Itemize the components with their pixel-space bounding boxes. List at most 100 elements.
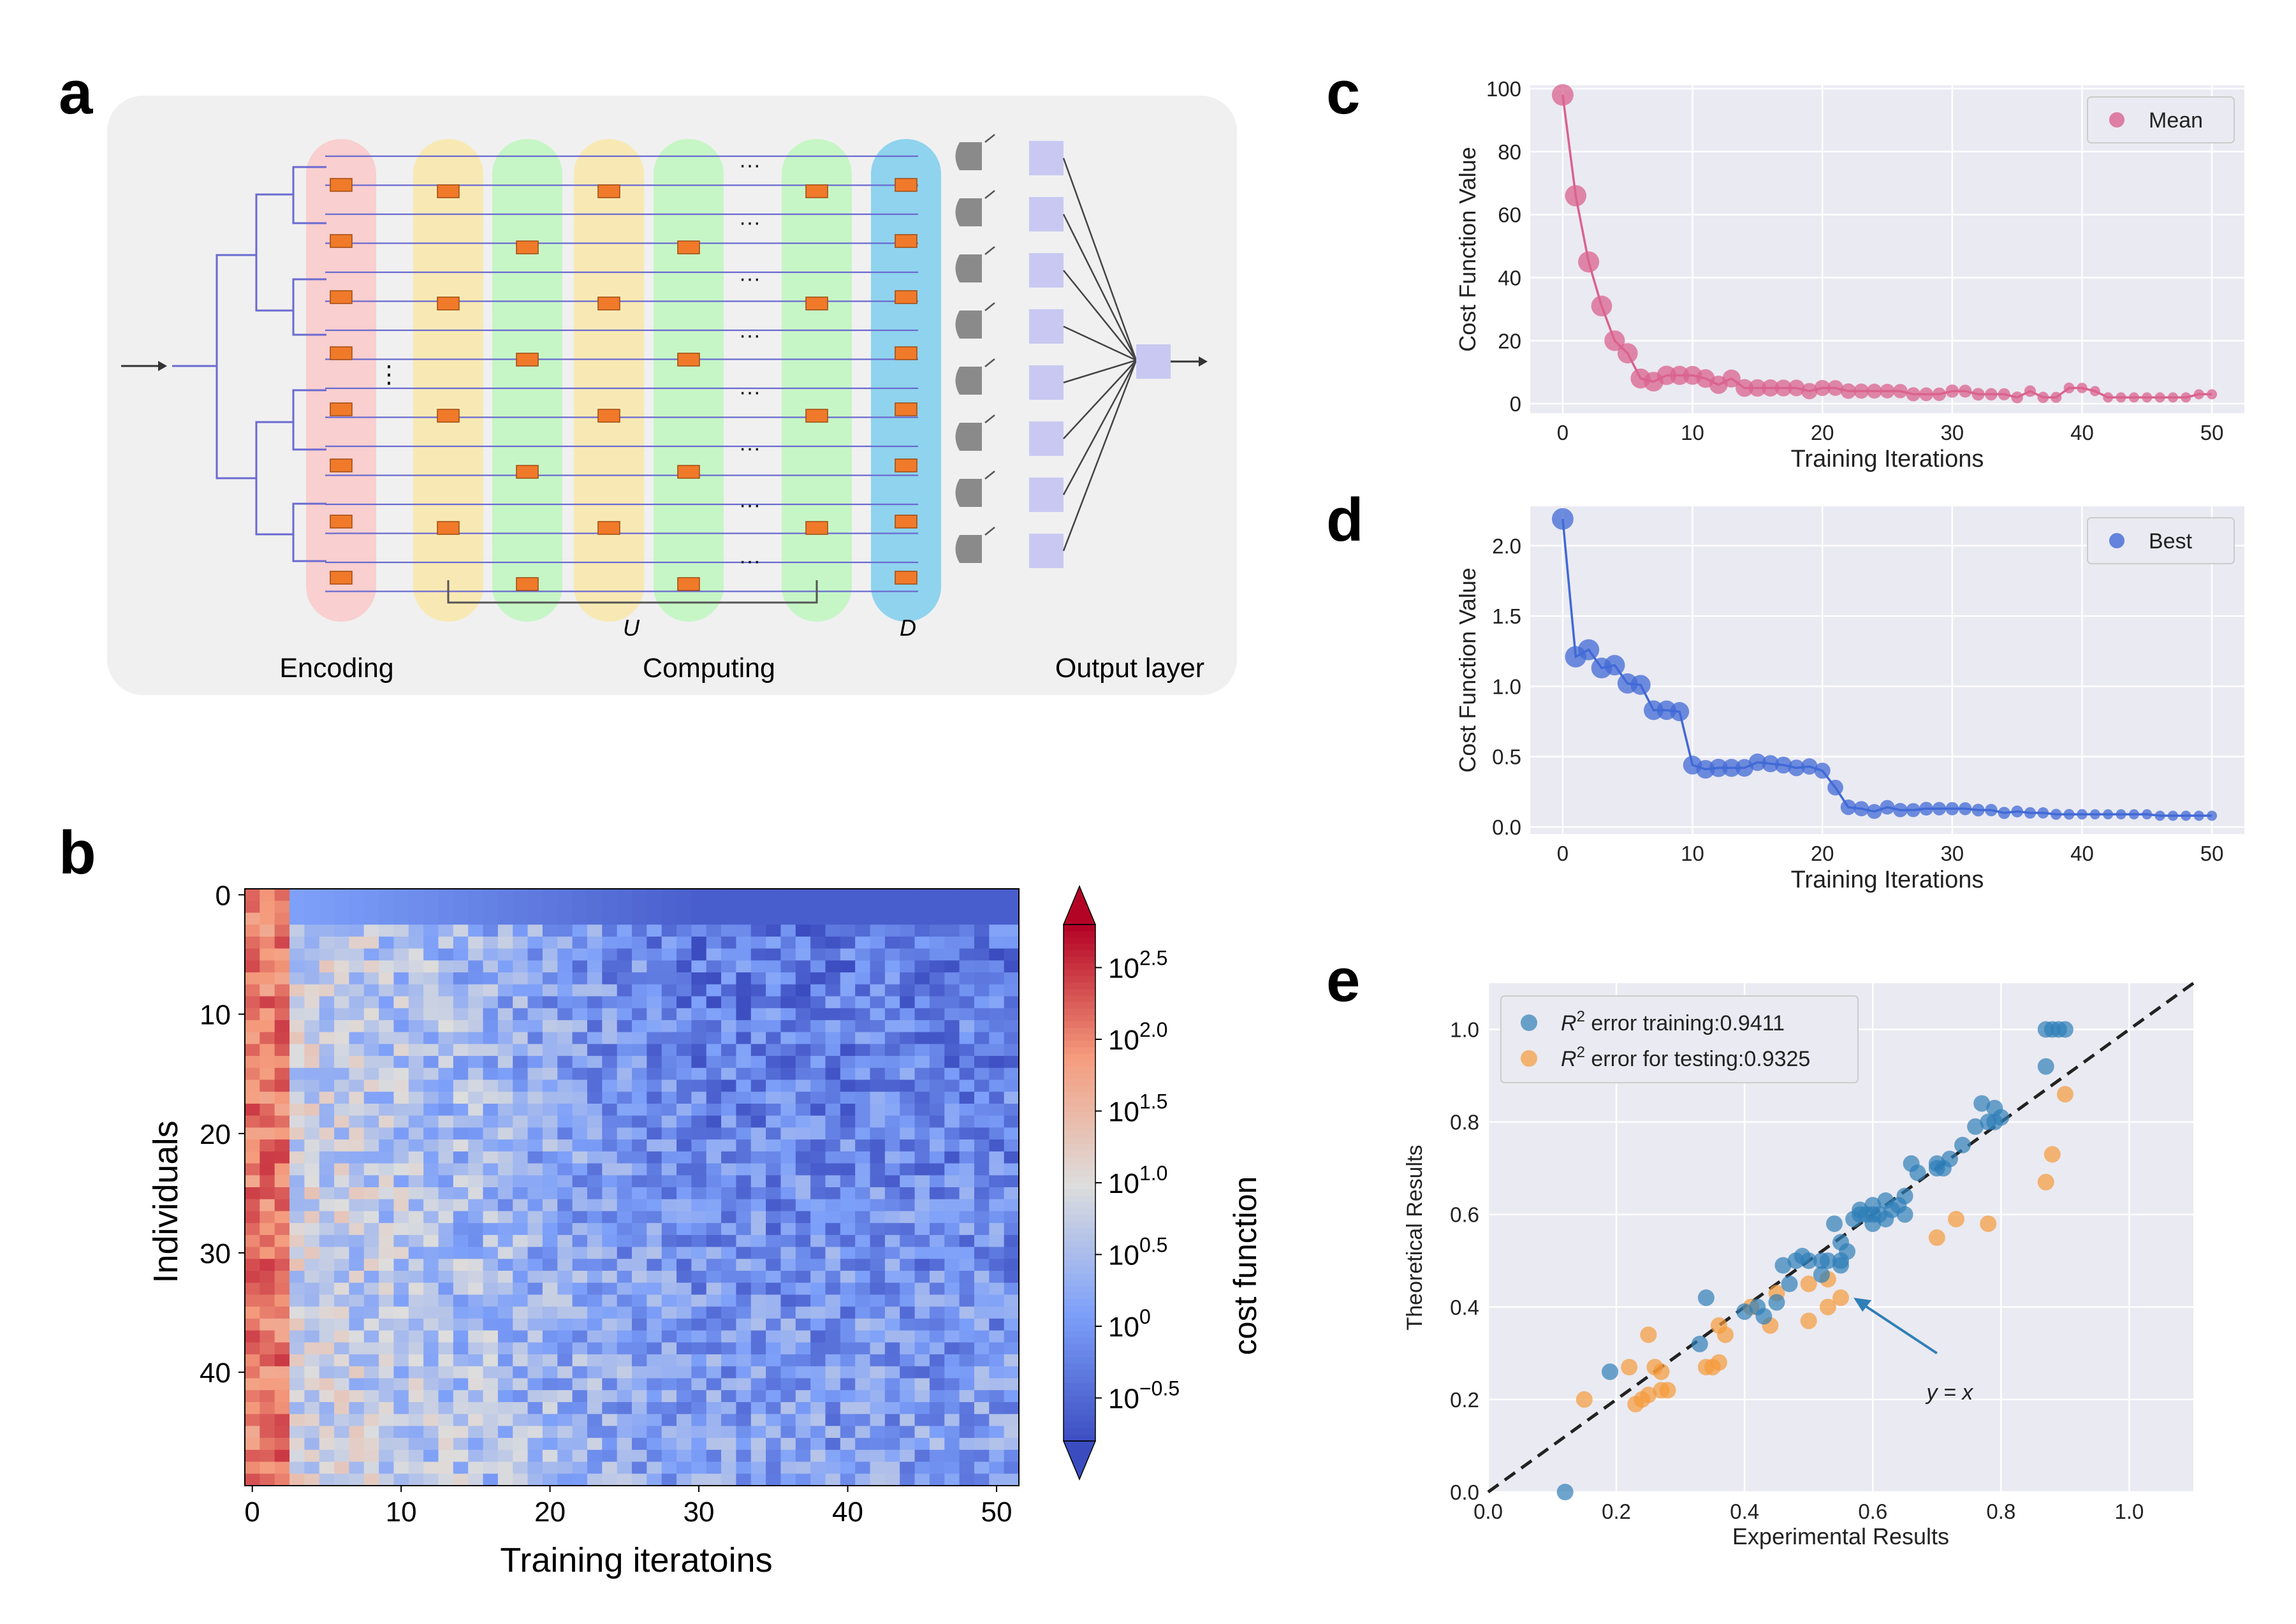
heatmap-cell	[780, 948, 796, 961]
heatmap-cell	[617, 1461, 632, 1474]
heatmap-cell	[497, 1151, 513, 1164]
heatmap-cell	[900, 1151, 916, 1164]
heatmap-cell	[557, 1318, 573, 1331]
output-connection	[1063, 360, 1137, 439]
heatmap-cell	[274, 1234, 290, 1248]
heatmap-cell	[989, 1330, 1005, 1343]
heatmap-cell	[617, 1103, 632, 1116]
heatmap-cell	[274, 1044, 290, 1057]
heatmap-cell	[944, 936, 960, 949]
heatmap-cell	[855, 1056, 871, 1069]
scatter-chart: 0.0 0.2 0.4 0.6 0.8 1.00.00.20.40.60.81.0y = …	[1403, 981, 2195, 1549]
heatmap-cell	[334, 1401, 350, 1415]
testing-point	[1717, 1326, 1734, 1343]
heatmap-cell	[304, 1092, 320, 1104]
legend-marker	[2109, 112, 2124, 128]
data-point	[1748, 753, 1767, 772]
heatmap-cell	[914, 1175, 930, 1188]
heatmap-cell	[557, 912, 573, 925]
heatmap-cell	[393, 1390, 409, 1403]
heatmap-cell	[363, 900, 379, 914]
heatmap-cell	[900, 1474, 916, 1486]
heatmap-cell	[632, 1151, 647, 1164]
heatmap-cell	[840, 1318, 856, 1331]
heatmap-cell	[721, 1234, 737, 1248]
heatmap-cell	[274, 1187, 290, 1200]
heatmap-cell	[855, 912, 871, 925]
heatmap-cell	[334, 948, 350, 961]
heatmap-cell	[676, 900, 692, 914]
heatmap-cell	[914, 900, 930, 914]
heatmap-cell	[497, 1449, 513, 1463]
heatmap-cell	[542, 1330, 558, 1343]
x-tick-label: 20	[1811, 842, 1834, 865]
heatmap-cell	[587, 1474, 603, 1486]
heatmap-cell	[483, 1449, 499, 1463]
training-point	[1602, 1363, 1619, 1380]
heatmap-cell	[870, 912, 886, 925]
training-point	[1877, 1192, 1894, 1209]
heatmap-cell	[1004, 1449, 1020, 1463]
heatmap-cell	[855, 1271, 871, 1284]
heatmap-cell	[647, 889, 662, 902]
heatmap-cell	[900, 1211, 916, 1224]
heatmap-cell	[423, 1103, 439, 1116]
heatmap-cell	[884, 1426, 900, 1438]
heatmap-cell	[453, 900, 469, 914]
heatmap-cell	[974, 1294, 990, 1307]
heatmap-cell	[572, 972, 588, 985]
heatmap-cell	[914, 1163, 930, 1176]
colorbar-bottom-extension	[1062, 1440, 1097, 1481]
data-point	[1906, 387, 1920, 402]
heatmap-cell	[274, 1199, 290, 1212]
colorbar-segment	[1064, 1318, 1095, 1326]
x-tick-label: 10	[386, 1496, 417, 1528]
heatmap-cell	[304, 1127, 320, 1140]
heatmap-cell	[557, 1199, 573, 1212]
heatmap-cell	[304, 1378, 320, 1391]
photonic-circuit-diagram: ························⋮ U D Encoding C…	[107, 96, 1237, 695]
heatmap-cell	[632, 1115, 647, 1128]
heatmap-cell	[349, 1044, 365, 1057]
heatmap-cell	[989, 960, 1005, 973]
heatmap-cell	[840, 1067, 856, 1081]
heatmap-cell	[810, 1151, 826, 1164]
heatmap-cell	[602, 1426, 618, 1438]
splitter-3	[287, 166, 326, 224]
heatmap-cell	[587, 900, 603, 914]
heatmap-cell	[527, 1092, 543, 1104]
heatmap-cell	[750, 1247, 766, 1259]
heatmap-cell	[795, 1056, 811, 1069]
heatmap-cell	[914, 1354, 930, 1367]
heatmap-cell	[974, 1008, 990, 1021]
data-point	[1854, 383, 1869, 399]
heatmap-cell	[349, 1342, 365, 1355]
heatmap-cell	[825, 1342, 841, 1355]
heatmap-cell	[513, 1139, 529, 1152]
heatmap-cell	[393, 1271, 409, 1284]
heatmap-cell	[647, 1461, 662, 1474]
unitary-bracket	[447, 580, 818, 604]
heatmap-cell	[691, 1103, 707, 1116]
heatmap-cell	[349, 912, 365, 925]
x-tick-label: 20	[534, 1496, 566, 1528]
data-point	[1919, 387, 1933, 402]
heatmap-cell	[617, 1032, 632, 1044]
heatmap-cell	[1004, 1234, 1020, 1248]
heatmap-cell	[1004, 1474, 1020, 1486]
heatmap-cell	[914, 1139, 930, 1152]
heatmap-cell	[497, 889, 513, 902]
heatmap-cell	[304, 1234, 320, 1248]
heatmap-cell	[468, 1461, 484, 1474]
heatmap-cell	[676, 889, 692, 902]
detector-icon	[955, 198, 982, 226]
heatmap-cell	[289, 1199, 305, 1212]
heatmap-cell	[587, 1354, 603, 1367]
heatmap-cell	[632, 1366, 647, 1379]
heatmap-cell	[661, 1044, 677, 1057]
heatmap-cell	[1004, 1032, 1020, 1044]
heatmap-cell	[810, 900, 826, 914]
heatmap-cell	[260, 1342, 275, 1355]
heatmap-cell	[736, 1342, 752, 1355]
heatmap-cell	[527, 948, 543, 961]
